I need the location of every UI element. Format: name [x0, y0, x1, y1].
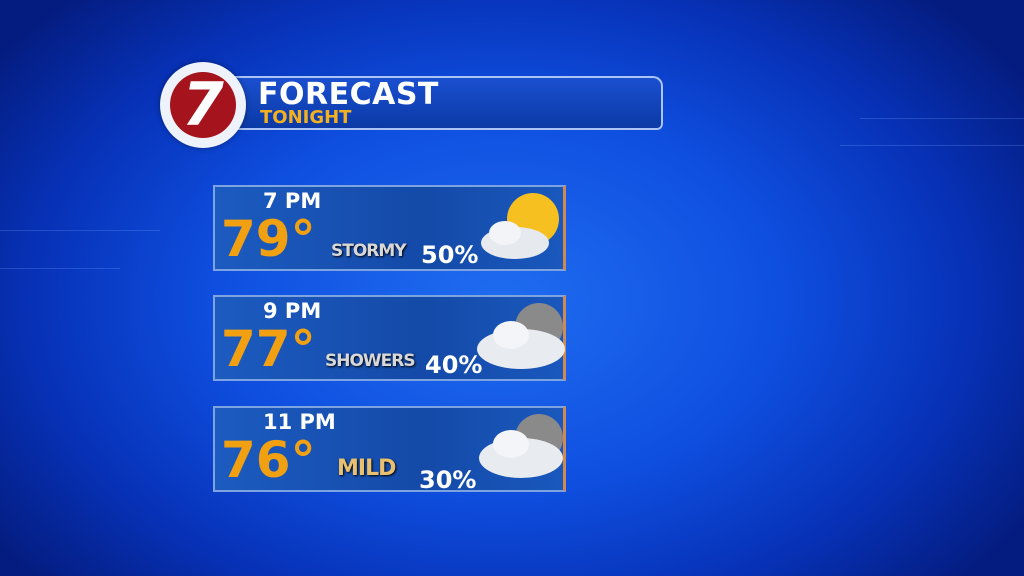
forecast-temp: 77°: [221, 320, 316, 378]
forecast-card: 7 PM 79° STORMY 50%: [213, 185, 566, 271]
forecast-time: 9 PM: [263, 299, 322, 323]
decor-line: [0, 230, 160, 231]
forecast-card: 11 PM 76° MILD 30%: [213, 406, 566, 494]
forecast-condition: STORMY: [331, 241, 407, 261]
page-title: FORECAST: [258, 77, 439, 112]
decor-line: [0, 268, 120, 269]
partly-sunny-storm-icon: [481, 193, 559, 259]
page-subtitle: TONIGHT: [260, 107, 352, 128]
decor-line: [860, 118, 1024, 119]
forecast-chance: 50%: [421, 241, 479, 269]
forecast-condition: SHOWERS: [325, 351, 416, 371]
forecast-card: 9 PM 77° SHOWERS 40%: [213, 295, 566, 381]
forecast-time: 7 PM: [263, 189, 322, 213]
forecast-chance: 30%: [419, 466, 477, 494]
moon-cloud-rain-icon: [477, 303, 565, 369]
station-logo: 7: [160, 62, 246, 148]
forecast-chance: 40%: [425, 351, 483, 379]
decor-line: [840, 145, 1024, 146]
moon-cloud-rain-icon: [479, 414, 563, 478]
forecast-time: 11 PM: [263, 410, 336, 434]
forecast-temp: 79°: [221, 210, 316, 268]
forecast-temp: 76°: [221, 431, 316, 489]
forecast-condition: MILD: [337, 456, 396, 481]
header-bar: [215, 76, 663, 130]
